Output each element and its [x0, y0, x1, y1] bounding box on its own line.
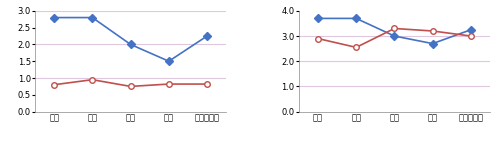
Line: H25 OC: H25 OC	[315, 26, 474, 50]
Legend: H13 OC, H25 OC: H13 OC, H25 OC	[63, 154, 198, 155]
H13 OC	[392, 35, 398, 37]
H25 OC	[468, 35, 474, 37]
Legend: H13 OC, H25 OC: H13 OC, H25 OC	[326, 154, 462, 155]
H25 OC	[90, 79, 96, 81]
H25 OC	[430, 30, 436, 32]
H13 OC	[468, 29, 474, 31]
H25 OC	[51, 84, 57, 86]
H25 OC	[128, 85, 134, 87]
Line: H13 OC: H13 OC	[315, 16, 474, 46]
Line: H25 OC: H25 OC	[52, 77, 210, 89]
H13 OC	[204, 35, 210, 37]
H25 OC	[166, 83, 172, 85]
H25 OC	[315, 38, 321, 40]
H13 OC	[166, 60, 172, 62]
H13 OC	[128, 44, 134, 45]
H25 OC	[204, 83, 210, 85]
H13 OC	[90, 17, 96, 18]
H25 OC	[392, 28, 398, 29]
H25 OC	[353, 46, 359, 48]
H13 OC	[51, 17, 57, 18]
H13 OC	[315, 18, 321, 19]
H13 OC	[430, 43, 436, 44]
Line: H13 OC: H13 OC	[52, 15, 210, 64]
H13 OC	[353, 18, 359, 19]
